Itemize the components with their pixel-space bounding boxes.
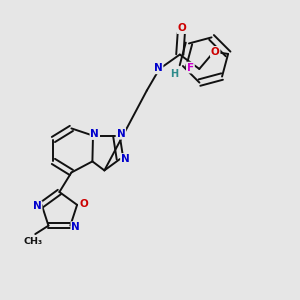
- Text: N: N: [116, 129, 125, 139]
- Text: H: H: [170, 69, 178, 79]
- Text: O: O: [211, 47, 220, 57]
- Text: N: N: [33, 201, 42, 212]
- Text: CH₃: CH₃: [23, 237, 42, 246]
- Text: O: O: [178, 23, 186, 33]
- Text: N: N: [90, 129, 99, 139]
- Text: F: F: [187, 63, 194, 73]
- Text: O: O: [79, 199, 88, 209]
- Text: N: N: [154, 63, 163, 73]
- Text: N: N: [71, 222, 80, 232]
- Text: N: N: [121, 154, 130, 164]
